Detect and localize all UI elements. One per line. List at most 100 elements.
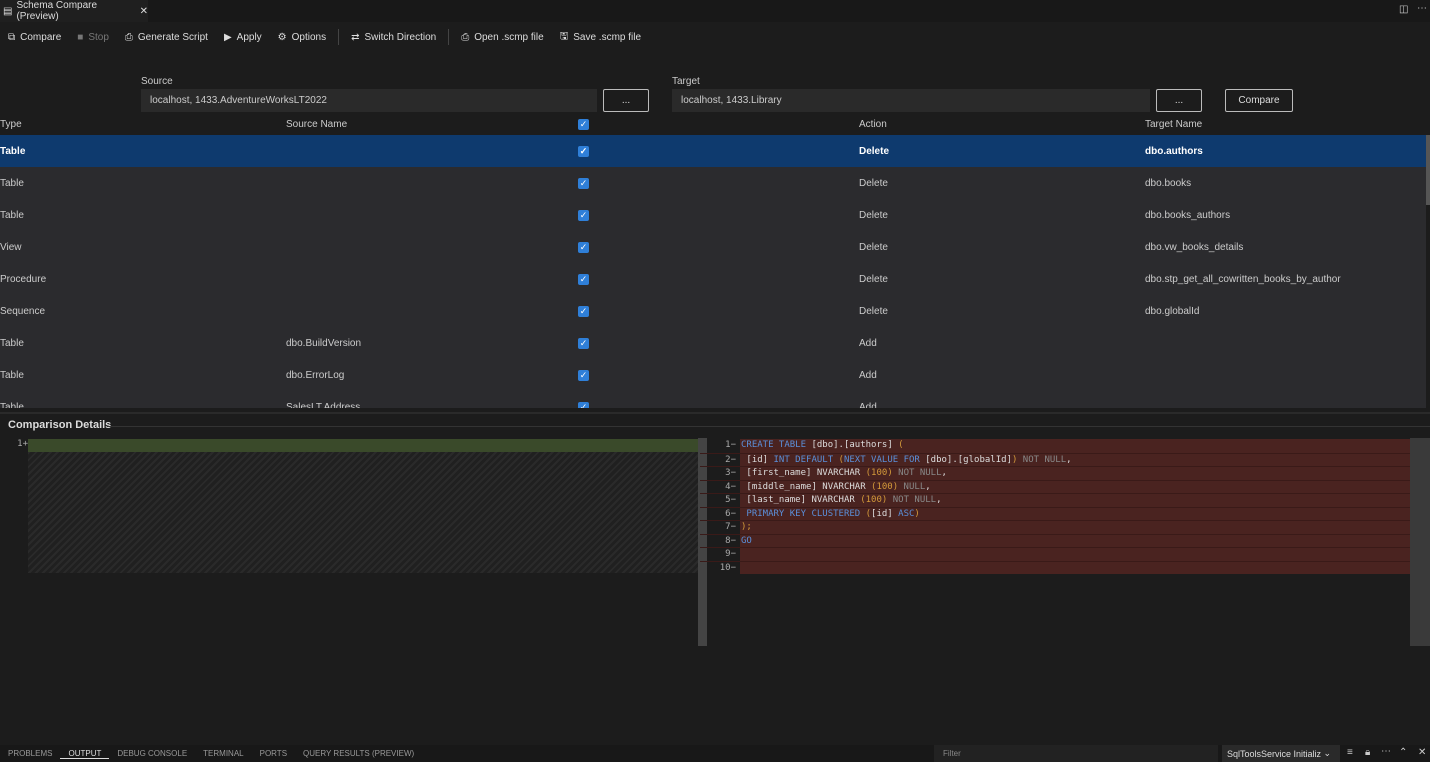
switch-label: Switch Direction [364,31,437,43]
table-row[interactable]: Table ✓ Delete dbo.books_authors [0,199,1426,231]
source-label: Source [141,76,173,87]
compare-button[interactable]: Compare [1225,89,1293,112]
code-token: ) [1011,454,1018,465]
include-checkbox[interactable]: ✓ [578,305,589,317]
source-input[interactable]: localhost, 1433.AdventureWorksLT2022 [141,89,597,112]
cell-checked[interactable]: ✓ [578,359,589,391]
maximize-panel-icon[interactable]: ⌃ [1399,747,1408,758]
code-text: [first_name] NVARCHAR (100) NOT NULL, [741,467,947,481]
split-editor-icon[interactable]: ◫ [1399,4,1409,15]
include-checkbox[interactable]: ✓ [578,401,589,408]
generate-script-icon: ⎙ [124,31,133,43]
code-text: [middle_name] NVARCHAR (100) NULL, [741,481,930,495]
clear-output-icon[interactable]: ≡ [1347,747,1353,758]
toolbar-options-button[interactable]: ⚙ Options [270,32,334,43]
table-row[interactable]: Table dbo.BuildVersion ✓ Add [0,327,1426,359]
include-checkbox[interactable]: ✓ [578,337,589,349]
line-number: 5− [725,495,736,505]
cell-checked[interactable]: ✓ [578,295,589,327]
more-actions-icon[interactable]: ⋯ [1417,3,1427,14]
panel-tab-query-results-preview[interactable]: QUERY RESULTS (PREVIEW) [303,749,415,758]
play-icon: ▶ [223,31,232,43]
cell-type: Table [0,337,24,349]
include-checkbox[interactable]: ✓ [578,177,589,189]
code-token: , [936,495,942,505]
toolbar-generate-script-button[interactable]: ⎙ Generate Script [117,32,216,43]
table-row[interactable]: Table ✓ Delete dbo.authors [0,135,1426,167]
target-input[interactable]: localhost, 1433.Library [672,89,1150,112]
code-token: GO [741,535,752,546]
line-number: 1− [725,440,736,450]
cell-action: Delete [859,209,888,221]
cell-action: Delete [859,145,890,157]
code-token: NVARCHAR [816,481,872,492]
include-checkbox[interactable]: ✓ [578,241,589,253]
line-number: 2− [725,454,736,465]
include-checkbox[interactable]: ✓ [578,273,589,285]
tab-title: Schema Compare (Preview) [16,0,98,22]
toolbar-save-scmp-file-button[interactable]: 🖫 Save .scmp file [552,29,649,46]
code-token: NEXT VALUE FOR [843,454,926,465]
cell-checked[interactable]: ✓ [578,327,589,359]
code-token: INT DEFAULT [768,454,839,465]
code-token: ( [865,508,872,519]
code-text: CREATE TABLE [dbo].[authors] ( [741,439,904,453]
splitter[interactable] [0,412,1430,414]
toolbar-switch-direction-button[interactable]: ⇄ Switch Direction [343,32,444,43]
line-number: 8− [725,535,736,546]
open-file-icon: ⎙ [461,31,470,43]
save-label: Save .scmp file [573,31,642,43]
cell-type: Table [0,401,24,409]
grid-scrollbar[interactable] [1426,135,1430,205]
panel-tab-ports[interactable]: PORTS [259,749,288,758]
panel-tab-debug-console[interactable]: DEBUG CONSOLE [117,749,188,758]
table-row[interactable]: Table SalesLT.Address ✓ Add [0,391,1426,408]
code-token: [dbo] [811,440,839,450]
cell-target: dbo.globalId [1145,305,1200,317]
table-row[interactable]: Sequence ✓ Delete dbo.globalId [0,295,1426,327]
panel-tab-output[interactable]: OUTPUT [60,749,110,759]
code-line: 8− GO [700,533,1418,548]
cell-checked[interactable]: ✓ [578,391,589,408]
toolbar-open-scmp-file-button[interactable]: ⎙ Open .scmp file [453,32,551,43]
table-row[interactable]: Table ✓ Delete dbo.books [0,167,1426,199]
more-icon[interactable]: ⋯ [1381,746,1391,757]
target-browse-button[interactable]: ... [1156,89,1202,112]
table-row[interactable]: Procedure ✓ Delete dbo.stp_get_all_cowritte… [0,263,1426,295]
source-scrollbar[interactable] [698,438,707,646]
code-line: 7−); [700,520,1418,534]
filter-input[interactable]: Filter [934,745,1218,762]
target-scrollbar[interactable] [1410,438,1430,646]
include-checkbox[interactable]: ✓ [578,209,589,221]
code-line: 2− [id] INT DEFAULT (NEXT VALUE FOR [dbo… [700,452,1418,467]
select-all-checkbox[interactable]: ✓ [578,118,589,130]
panel-bar: PROBLEMS OUTPUT DEBUG CONSOLE TERMINAL PORTS… [0,745,1430,762]
code-token: NOT NULL [1017,454,1067,465]
header-include[interactable]: ✓ [578,116,589,132]
cell-checked[interactable]: ✓ [578,231,589,263]
cell-checked[interactable]: ✓ [578,263,589,295]
table-row[interactable]: Table dbo.ErrorLog ✓ Add [0,359,1426,391]
toolbar-stop-button[interactable]: ■ Stop [69,32,117,43]
cell-checked[interactable]: ✓ [578,167,589,199]
cell-checked[interactable]: ✓ [578,199,589,231]
code-line: 4− [middle_name] NVARCHAR (100) NULL, [700,479,1418,495]
close-panel-icon[interactable]: ✕ [1418,747,1427,758]
output-channel-select[interactable]: SqlToolsService Initializ ⌄ [1222,745,1340,762]
toolbar-compare-button[interactable]: ⧉ Compare [0,32,69,43]
include-checkbox[interactable]: ✓ [578,145,589,157]
line-number: 1+ [17,439,28,449]
toolbar-apply-button[interactable]: ▶ Apply [216,32,270,43]
source-browse-button[interactable]: ... [603,89,649,112]
table-row[interactable]: View ✓ Delete dbo.vw_books_details [0,231,1426,263]
code-token: ASC [892,508,915,519]
tab-schema-compare[interactable]: ▤ Schema Compare (Preview) ✕ [0,0,148,22]
include-checkbox[interactable]: ✓ [578,369,589,381]
divider [108,426,1430,427]
lock-icon[interactable]: 🔒︎ [1365,747,1371,758]
close-icon[interactable]: ✕ [139,5,148,17]
schema-compare-icon: ▤ [3,5,13,17]
cell-checked[interactable]: ✓ [578,135,589,167]
panel-tab-terminal[interactable]: TERMINAL [203,749,244,758]
panel-tab-problems[interactable]: PROBLEMS [8,749,53,758]
